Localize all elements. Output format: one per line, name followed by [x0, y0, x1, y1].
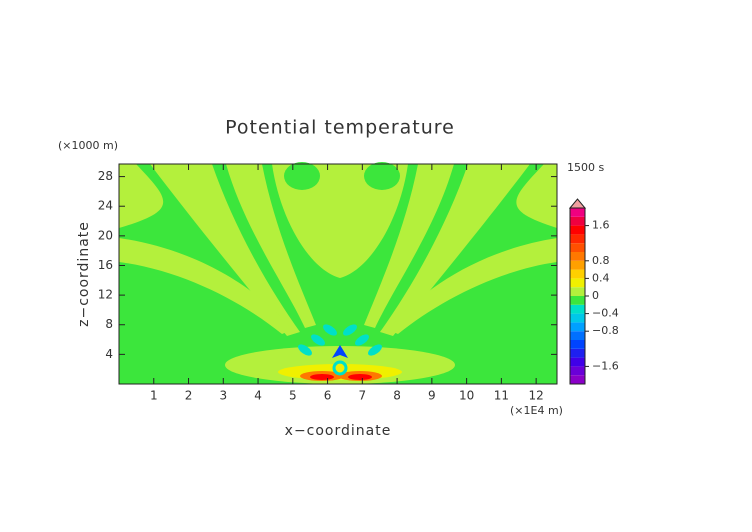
y-tick-label: 4: [105, 347, 113, 361]
colorbar-band: [570, 366, 585, 376]
contour-field: [119, 162, 557, 384]
colorbar-tick-label: 0: [592, 289, 599, 302]
contour-band: [323, 324, 337, 336]
contour-band: [284, 162, 320, 190]
x-tick-label: 11: [494, 389, 509, 403]
x-tick-label: 4: [254, 389, 262, 403]
colorbar-band: [570, 304, 585, 314]
y-tick-label: 28: [98, 169, 113, 183]
contour-band: [310, 374, 334, 380]
colorbar-band: [570, 322, 585, 332]
colorbar-tick-label: −0.4: [592, 307, 619, 320]
colorbar-tick-label: 1.6: [592, 219, 610, 232]
contour-band: [368, 344, 382, 356]
x-tick-label: 7: [359, 389, 367, 403]
y-tick-label: 20: [98, 228, 113, 242]
y-tick-label: 16: [98, 258, 113, 272]
contour-band: [388, 238, 557, 334]
contour-band: [516, 164, 557, 228]
time-label: 1500 s: [567, 161, 604, 174]
contour-band: [311, 334, 325, 346]
colorbar-tick-label: −1.6: [592, 359, 619, 372]
contour-band: [272, 164, 408, 278]
colorbar-band: [570, 269, 585, 279]
x-tick-label: 9: [428, 389, 436, 403]
colorbar-band: [570, 278, 585, 288]
colorbar-tick-label: 0.8: [592, 254, 610, 267]
colorbar-band: [570, 252, 585, 261]
x-tick-label: 6: [324, 389, 332, 403]
contour-band: [119, 164, 164, 228]
y-tick-label: 12: [98, 288, 113, 302]
plot-frame: [118, 163, 558, 385]
x-tick-label: 3: [219, 389, 227, 403]
x-unit: (×1E4 m): [510, 404, 563, 417]
y-tick-label: 8: [105, 317, 113, 331]
contour-band: [348, 374, 372, 380]
colorbar-tick-label: 0.4: [592, 271, 610, 284]
colorbar-extend: [568, 198, 587, 209]
chart-title: Potential temperature: [225, 117, 455, 139]
contour-band: [355, 334, 369, 346]
contour-band: [343, 324, 357, 336]
colorbar-band: [570, 234, 585, 244]
colorbar-tick-label: −0.8: [592, 324, 619, 337]
y-unit: (×1000 m): [58, 139, 118, 152]
contour-band: [150, 164, 300, 336]
colorbar-band: [570, 331, 585, 340]
x-tick-label: 2: [185, 389, 193, 403]
colorbar-band: [570, 348, 585, 358]
x-tick-label: 12: [529, 389, 544, 403]
contour-band: [380, 164, 530, 336]
colorbar-band: [570, 287, 585, 296]
contour-band: [364, 164, 454, 328]
contour-band: [364, 162, 400, 190]
contour-band: [226, 164, 316, 328]
x-tick-label: 10: [459, 389, 474, 403]
contour-band: [119, 238, 292, 334]
x-tick-label: 1: [150, 389, 158, 403]
y-tick-label: 24: [98, 199, 113, 213]
x-axis-label: x−coordinate: [285, 423, 392, 439]
y-axis-label: z−coordinate: [76, 221, 92, 327]
colorbar-band: [570, 357, 585, 367]
colorbar-band: [570, 208, 585, 217]
colorbar-band: [570, 313, 585, 323]
colorbar-band: [570, 260, 585, 270]
colorbar-band: [570, 340, 585, 349]
x-tick-label: 5: [289, 389, 297, 403]
contour-band: [332, 360, 348, 376]
colorbar-band: [570, 225, 585, 235]
colorbar-band: [570, 216, 585, 226]
contour-band: [298, 344, 312, 356]
x-tick-label: 8: [393, 389, 401, 403]
contour-band: [332, 345, 348, 358]
colorbar-band: [570, 296, 585, 305]
colorbar-band: [570, 375, 585, 384]
colorbar-band: [570, 243, 585, 252]
